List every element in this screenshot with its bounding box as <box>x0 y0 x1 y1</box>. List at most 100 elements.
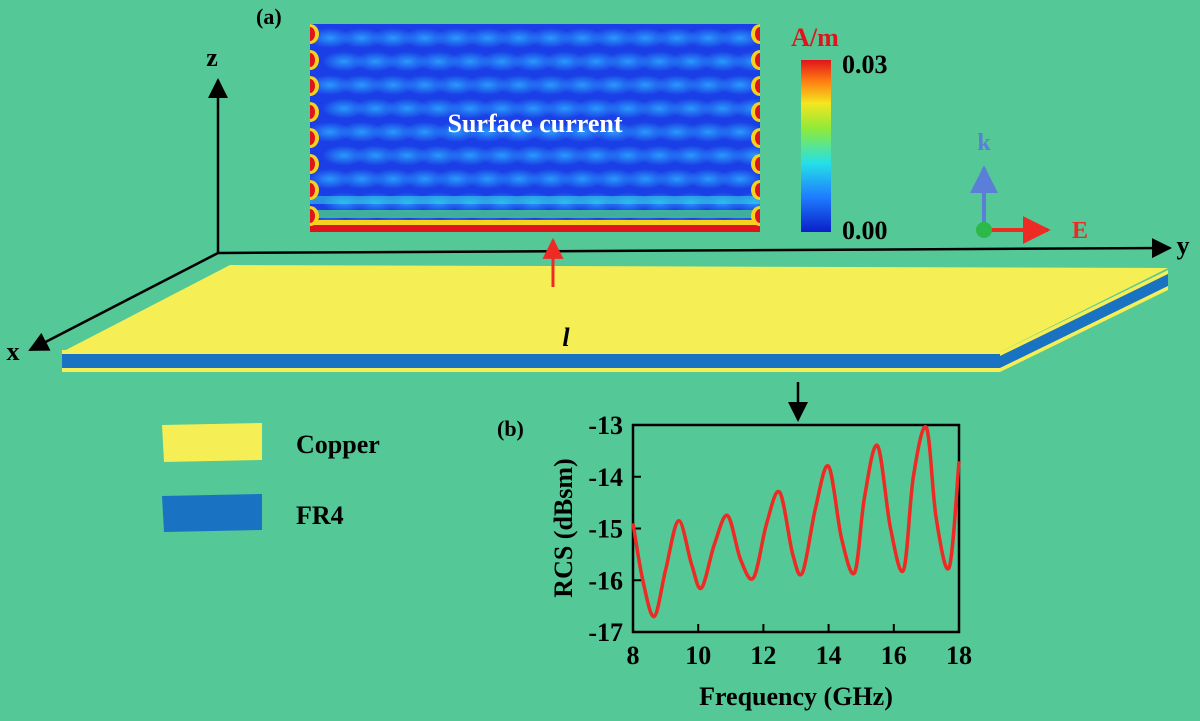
field-band <box>310 196 760 204</box>
x-tick-label: 8 <box>627 641 640 670</box>
field-blob <box>416 98 461 119</box>
y-tick-label: -16 <box>588 566 623 595</box>
surface-current-map <box>310 24 760 232</box>
field-band <box>310 210 760 218</box>
field-blob <box>574 145 619 166</box>
field-blob <box>371 122 416 142</box>
field-blob <box>668 98 713 119</box>
field-blob <box>402 75 447 95</box>
edge-hotspot-core <box>755 157 760 171</box>
field-blob <box>353 145 398 166</box>
field-blob <box>542 51 587 72</box>
legend: Copper FR4 <box>162 423 380 532</box>
field-blob <box>479 145 524 166</box>
edge-hotspot-core <box>755 27 760 41</box>
edge-hotspot-core <box>755 131 760 145</box>
field-blob <box>448 98 493 119</box>
slab-front-fr4 <box>62 354 1000 368</box>
edge-hotspot-core <box>755 53 760 67</box>
field-blob <box>465 169 510 189</box>
colorbar-unit: A/m <box>791 23 839 52</box>
field-blob <box>686 28 731 48</box>
field-blob <box>591 169 636 189</box>
field-blob <box>668 51 713 72</box>
field-blob <box>718 75 760 95</box>
field-blob <box>574 98 619 119</box>
x-tick-label: 14 <box>816 641 842 670</box>
field-blob <box>434 75 479 95</box>
field-blob <box>605 51 650 72</box>
field-blob <box>371 75 416 95</box>
x-tick-label: 10 <box>685 641 711 670</box>
colorbar: A/m 0.03 0.00 <box>791 23 887 245</box>
slab-right-face-bottom <box>1000 286 1168 372</box>
field-band <box>310 220 760 226</box>
field-blob <box>310 28 352 48</box>
field-blob <box>310 75 352 95</box>
field-blob <box>654 75 699 95</box>
field-edge-hotspots <box>310 24 760 226</box>
field-blob <box>654 122 699 142</box>
field-blob <box>605 98 650 119</box>
field-blob <box>700 98 745 119</box>
edge-hotspot-core <box>310 183 315 197</box>
field-blob <box>686 122 731 142</box>
edge-hotspot-core <box>310 53 315 67</box>
field-blob <box>402 28 447 48</box>
legend-label-copper: Copper <box>296 430 380 459</box>
field-blob <box>637 145 682 166</box>
e-label: E <box>1072 218 1088 244</box>
field-pattern <box>310 28 760 232</box>
field-blob <box>560 122 605 142</box>
z-axis-label: z <box>206 43 218 72</box>
field-blob <box>353 98 398 119</box>
field-blob <box>542 98 587 119</box>
panel-a-label: (a) <box>256 4 282 29</box>
field-blob <box>402 169 447 189</box>
rcs-chart: 8 10 12 14 16 18 -13 -14 -15 -16 -17 Frequency (GH… <box>549 411 972 711</box>
field-blob <box>528 28 573 48</box>
field-blob <box>434 169 479 189</box>
field-blob <box>465 28 510 48</box>
field-blob <box>497 28 542 48</box>
field-blob <box>560 75 605 95</box>
edge-hotspot-core <box>310 79 315 93</box>
colorbar-max-label: 0.03 <box>842 50 888 79</box>
edge-hotspot-core <box>755 183 760 197</box>
field-blob <box>560 169 605 189</box>
x-tick-label: 12 <box>750 641 776 670</box>
field-blob <box>339 169 384 189</box>
field-blob <box>528 75 573 95</box>
edge-hotspot-core <box>310 209 315 223</box>
chart-xlabel: Frequency (GHz) <box>699 682 893 711</box>
source-dot <box>976 222 992 238</box>
field-blob <box>637 98 682 119</box>
field-blob <box>623 169 668 189</box>
edge-hotspot-core <box>755 105 760 119</box>
slab-front-copper-bottom <box>62 368 1000 372</box>
axes-3d: z y x <box>7 43 1190 366</box>
field-blob <box>700 51 745 72</box>
field-blob <box>353 51 398 72</box>
field-blob <box>479 51 524 72</box>
x-tick-label: 16 <box>881 641 907 670</box>
slab-right-face-fr4 <box>1000 274 1168 368</box>
field-blob <box>339 122 384 142</box>
field-blob <box>623 28 668 48</box>
field-blob <box>637 51 682 72</box>
edge-hotspot-core <box>310 105 315 119</box>
slab-top-face <box>62 265 1168 352</box>
x-axis-label: x <box>7 337 20 366</box>
field-band <box>310 225 760 232</box>
wave-indicator: k E <box>970 130 1088 244</box>
field-blob <box>416 145 461 166</box>
colorbar-min-label: 0.00 <box>842 216 888 245</box>
field-blob <box>591 122 636 142</box>
field-blob <box>434 122 479 142</box>
field-blob <box>591 28 636 48</box>
field-blob <box>322 98 366 119</box>
field-blob <box>497 169 542 189</box>
field-blob <box>339 75 384 95</box>
field-blob <box>448 51 493 72</box>
